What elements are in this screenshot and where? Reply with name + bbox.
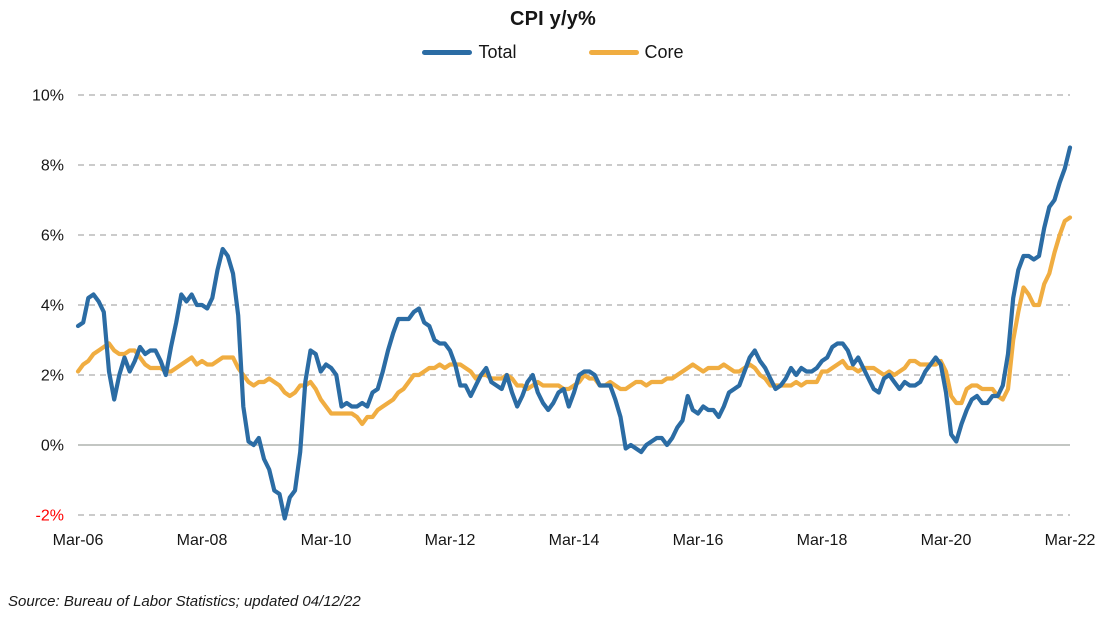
chart-legend: Total Core — [0, 42, 1106, 63]
y-axis-tick-label: 10% — [32, 88, 64, 105]
core-line-swatch-icon — [588, 50, 639, 55]
x-axis-tick-label: Mar-16 — [673, 532, 724, 549]
x-axis-tick-label: Mar-10 — [301, 532, 352, 549]
total-line-swatch-icon — [422, 50, 473, 55]
legend-label-total: Total — [478, 42, 517, 62]
y-axis-tick-label: 0% — [41, 438, 64, 455]
page-title: CPI y/y% — [509, 8, 597, 30]
y-axis-tick-label: 2% — [41, 368, 64, 385]
y-axis-tick-label: -2% — [36, 508, 64, 525]
source-note: Source: Bureau of Labor Statistics; upda… — [8, 593, 361, 610]
x-axis-tick-label: Mar-18 — [797, 532, 848, 549]
x-axis-tick-label: Mar-06 — [53, 532, 104, 549]
x-axis-tick-label: Mar-12 — [425, 532, 476, 549]
legend-label-core: Core — [644, 42, 684, 62]
legend-item-core: Core — [588, 42, 684, 63]
y-axis-tick-label: 8% — [41, 158, 64, 175]
y-axis-tick-label: 6% — [41, 228, 64, 245]
total-line — [75, 145, 1073, 521]
x-axis-tick-label: Mar-20 — [921, 532, 972, 549]
x-axis-tick-label: Mar-08 — [177, 532, 228, 549]
legend-item-total: Total — [422, 42, 517, 63]
y-axis-tick-label: 4% — [41, 298, 64, 315]
x-axis-tick-label: Mar-22 — [1045, 532, 1096, 549]
x-axis-tick-label: Mar-14 — [549, 532, 600, 549]
